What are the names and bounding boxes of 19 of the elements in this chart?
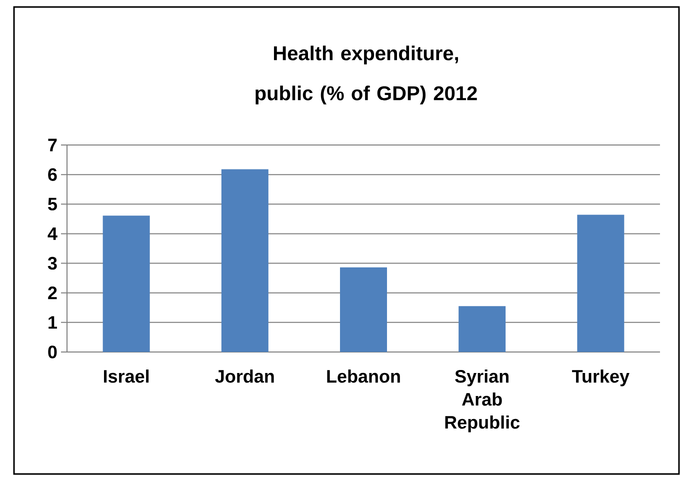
x-tick-label: Israel: [104, 370, 149, 383]
bar: [221, 169, 268, 352]
y-tick-label: 4: [48, 228, 58, 240]
x-tick-label: Lebanon: [327, 370, 400, 383]
bar: [577, 214, 624, 352]
y-tick-label: 2: [48, 286, 57, 300]
x-tick-label: Turkey: [572, 370, 630, 386]
y-tick-label: 1: [48, 316, 57, 329]
y-tick-label: 6: [48, 168, 57, 181]
chart-title: Health expenditure, public (% of GDP) 2012: [256, 46, 477, 104]
y-tick-label: 3: [48, 256, 57, 270]
bar: [340, 267, 387, 352]
x-tick-label: Jordan: [215, 370, 274, 383]
y-tick-label: 7: [48, 138, 57, 152]
bar: [458, 306, 506, 352]
y-tick-label: 5: [48, 198, 57, 210]
bar: [102, 216, 150, 352]
y-tick-label: 0: [48, 346, 57, 358]
x-tick-label: Syrian Arab Republic: [445, 370, 520, 432]
